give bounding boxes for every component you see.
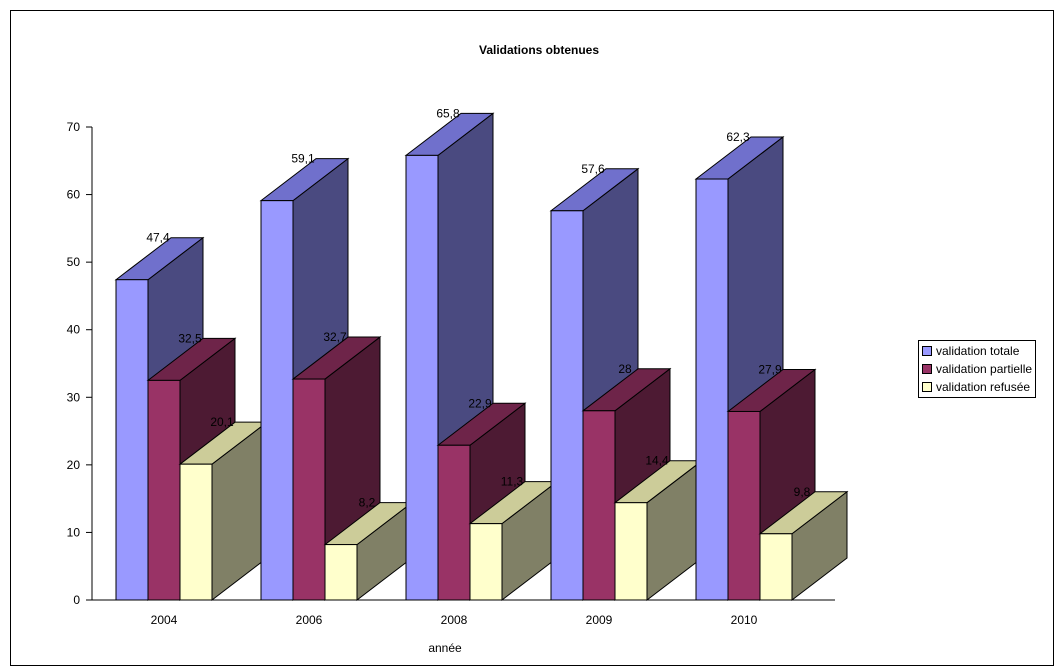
bar-front-face — [759, 533, 793, 601]
bar-front-face — [437, 444, 471, 601]
bar-front-face — [695, 178, 729, 601]
data-labels: 47,4 32,5 20,1 59,1 32,7 8,2 65,8 22,9 11,3 57,6 2… — [146, 106, 810, 509]
y-tick-label: 20 — [67, 458, 81, 472]
y-axis-ticks: 0 10 20 30 40 50 60 70 — [67, 120, 92, 607]
bar-front-face — [582, 410, 616, 601]
data-label: 65,8 — [436, 106, 460, 120]
bar-front-face — [147, 379, 181, 601]
data-label: 22,9 — [468, 396, 492, 410]
data-label: 62,3 — [726, 130, 750, 144]
legend: validation totale validation partielle val… — [918, 340, 1037, 398]
bar — [613, 459, 704, 602]
legend-swatch — [922, 364, 932, 374]
bar-front-face — [727, 410, 761, 601]
data-label: 28 — [618, 362, 632, 376]
x-axis-ticks: 2004 2006 2008 2009 2010 — [151, 613, 758, 627]
bars — [114, 112, 849, 602]
bar-front-face — [324, 544, 358, 601]
bar — [178, 421, 269, 602]
bar-front-face — [115, 279, 149, 601]
data-label: 14,4 — [645, 454, 669, 468]
x-axis-label: année — [428, 641, 462, 655]
x-tick-label: 2008 — [441, 613, 468, 627]
legend-label: validation refusée — [936, 380, 1031, 394]
chart-title: Validations obtenues — [479, 43, 599, 57]
x-tick-label: 2006 — [296, 613, 323, 627]
data-label: 9,8 — [794, 485, 811, 499]
data-label: 27,9 — [758, 362, 782, 376]
bar-front-face — [469, 523, 503, 601]
bar-front-face — [179, 463, 213, 601]
data-label: 47,4 — [146, 231, 170, 245]
bar — [323, 501, 414, 602]
bar-front-face — [260, 200, 294, 601]
data-label: 32,7 — [323, 330, 347, 344]
legend-label: validation totale — [936, 344, 1020, 358]
legend-label: validation partielle — [936, 362, 1033, 376]
data-label: 20,1 — [210, 415, 234, 429]
y-tick-label: 0 — [73, 593, 80, 607]
bar-front-face — [550, 210, 584, 601]
bar-front-face — [614, 502, 648, 601]
y-tick-label: 70 — [67, 120, 81, 134]
legend-swatch — [922, 346, 932, 356]
y-tick-label: 50 — [67, 255, 81, 269]
bar-front-face — [405, 154, 439, 601]
x-tick-label: 2004 — [151, 613, 178, 627]
y-tick-label: 10 — [67, 525, 81, 539]
legend-item: validation refusée — [922, 378, 1032, 396]
x-tick-label: 2009 — [586, 613, 613, 627]
y-tick-label: 60 — [67, 188, 81, 202]
y-tick-label: 30 — [67, 390, 81, 404]
data-label: 8,2 — [359, 496, 376, 510]
bar — [758, 490, 849, 602]
x-tick-label: 2010 — [731, 613, 758, 627]
legend-item: validation partielle — [922, 360, 1032, 378]
bar — [468, 480, 559, 602]
legend-item: validation totale — [922, 342, 1032, 360]
data-label: 57,6 — [581, 162, 605, 176]
data-label: 32,5 — [178, 331, 202, 345]
bar-front-face — [292, 378, 326, 601]
legend-swatch — [922, 382, 932, 392]
y-tick-label: 40 — [67, 323, 81, 337]
data-label: 11,3 — [501, 475, 524, 489]
data-label: 59,1 — [291, 152, 315, 166]
